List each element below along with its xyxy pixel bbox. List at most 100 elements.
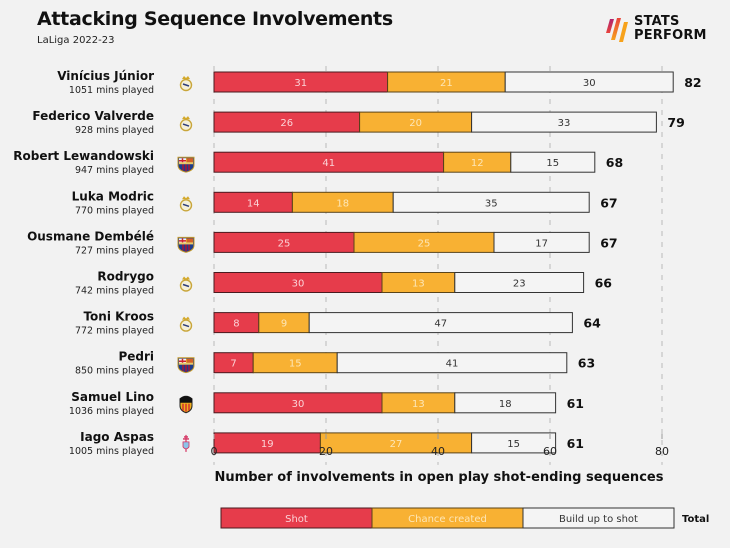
legend: Shot Chance created Build up to shot Total (220, 507, 709, 529)
minutes-played: 772 mins played (75, 326, 154, 337)
legend-total-label: Total (682, 514, 709, 525)
crest-band (179, 362, 193, 365)
player-row: Toni Kroos 772 mins played 8 9 47 64 (75, 310, 601, 337)
total-label: 61 (567, 436, 584, 451)
bar-segment-build-up-to-shot (308, 312, 573, 334)
legend-item: Build up to shot (522, 507, 675, 529)
bar-value-label: 25 (418, 238, 431, 249)
bar-value-label: 41 (446, 359, 459, 370)
crest-crown (182, 76, 190, 79)
crest-crown (182, 196, 190, 200)
player-row: Luka Modric 770 mins played 14 18 35 67 (72, 189, 618, 216)
bar-value-label: 41 (322, 158, 335, 169)
x-axis-label: Number of involvements in open play shot… (215, 470, 664, 485)
brand-line-1: STATS (634, 14, 680, 29)
club-crest-icon (179, 116, 193, 132)
crest-crown (182, 316, 190, 320)
bar-segment-build-up-to-shot (471, 111, 657, 133)
crest-band (179, 162, 193, 165)
crest-band (182, 323, 190, 328)
bar-value-label: 47 (434, 319, 447, 330)
total-label: 82 (684, 75, 701, 90)
bar-value-label: 14 (247, 198, 260, 209)
bar-value-label: 19 (261, 439, 274, 450)
crest-blaugrana (182, 364, 190, 372)
bar-segment-build-up-to-shot (504, 71, 674, 93)
bar-segment-build-up-to-shot (471, 432, 557, 454)
crest-band (182, 203, 190, 208)
player-name: Luka Modric (72, 189, 154, 203)
minutes-played: 928 mins played (75, 125, 154, 136)
crest-band (182, 123, 190, 127)
minutes-played: 850 mins played (75, 366, 154, 377)
player-name: Rodrygo (97, 270, 154, 284)
minutes-played: 727 mins played (75, 245, 154, 256)
minutes-played: 1005 mins played (69, 446, 154, 457)
player-row: Vinícius Júnior 1051 mins played 31 21 30 82 (57, 69, 701, 96)
player-row: Pedri 850 mins played 7 15 41 63 (75, 350, 595, 377)
bar-value-label: 30 (292, 279, 305, 290)
total-label: 67 (600, 195, 617, 210)
player-name: Ousmane Dembélé (27, 229, 154, 243)
bar-value-label: 30 (583, 78, 596, 89)
brand-line-2: PERFORM (634, 28, 707, 43)
bar-value-label: 15 (507, 439, 520, 450)
bar-value-label: 26 (280, 118, 293, 129)
minutes-played: 947 mins played (75, 165, 154, 176)
bar-value-label: 12 (471, 158, 484, 169)
crest-stripes (182, 403, 190, 412)
club-crest-icon (179, 76, 193, 92)
crest-crown (182, 276, 190, 280)
stats-perform-logo: STATS PERFORM (604, 14, 714, 46)
bar-value-label: 15 (546, 158, 559, 169)
player-name: Vinícius Júnior (57, 69, 154, 83)
bar-segment-build-up-to-shot (336, 352, 568, 374)
player-row: Rodrygo 742 mins played 30 13 23 66 (75, 270, 612, 297)
total-label: 67 (600, 235, 617, 250)
stats-perform-logo-icon (606, 18, 628, 42)
legend-item: Shot (220, 507, 373, 529)
total-label: 66 (595, 276, 613, 291)
bar-value-label: 17 (535, 238, 548, 249)
bar-value-label: 9 (281, 319, 287, 330)
bar-value-label: 7 (230, 359, 236, 370)
crest-cross (183, 436, 189, 440)
stats-perform-wordmark: STATS PERFORM (634, 15, 707, 43)
player-name: Federico Valverde (32, 109, 154, 123)
bar-value-label: 27 (390, 439, 403, 450)
total-label: 79 (667, 115, 684, 130)
player-name: Pedri (118, 350, 154, 364)
x-tick-label: 40 (431, 445, 445, 458)
crest-band (182, 283, 190, 288)
bar-value-label: 33 (558, 118, 571, 129)
player-row: Iago Aspas 1005 mins played 19 27 15 61 (69, 430, 584, 457)
legend-item: Chance created (371, 507, 524, 529)
x-tick-label: 80 (655, 445, 669, 458)
x-axis: 0 20 40 60 80 (211, 434, 669, 458)
bar-value-label: 13 (412, 399, 425, 410)
club-crest-icon (179, 276, 193, 292)
legend-label: Chance created (408, 514, 487, 525)
x-tick-label: 20 (319, 445, 333, 458)
club-crest-icon (177, 156, 195, 173)
bar-value-label: 8 (233, 319, 239, 330)
bar-value-label: 25 (278, 238, 291, 249)
legend-label: Build up to shot (559, 514, 638, 525)
bar-value-label: 23 (513, 279, 526, 290)
club-crest-icon (179, 196, 193, 212)
bar-value-label: 20 (409, 118, 422, 129)
chart-title: Attacking Sequence Involvements (37, 8, 393, 30)
crest-crown (182, 116, 190, 120)
bar-segment-build-up-to-shot (510, 151, 596, 173)
crest-blaugrana (182, 164, 190, 172)
x-tick-label: 0 (211, 445, 218, 458)
player-row: Ousmane Dembélé 727 mins played 25 25 17 67 (27, 229, 618, 256)
player-row: Samuel Lino 1036 mins played 30 13 18 61 (69, 390, 584, 417)
club-crest-icon (177, 357, 195, 374)
bar-value-label: 15 (289, 359, 302, 370)
club-crest-icon (182, 434, 190, 452)
bar-segment-build-up-to-shot (493, 231, 590, 253)
bar-segment-build-up-to-shot (454, 272, 585, 293)
crest-band (182, 83, 190, 87)
